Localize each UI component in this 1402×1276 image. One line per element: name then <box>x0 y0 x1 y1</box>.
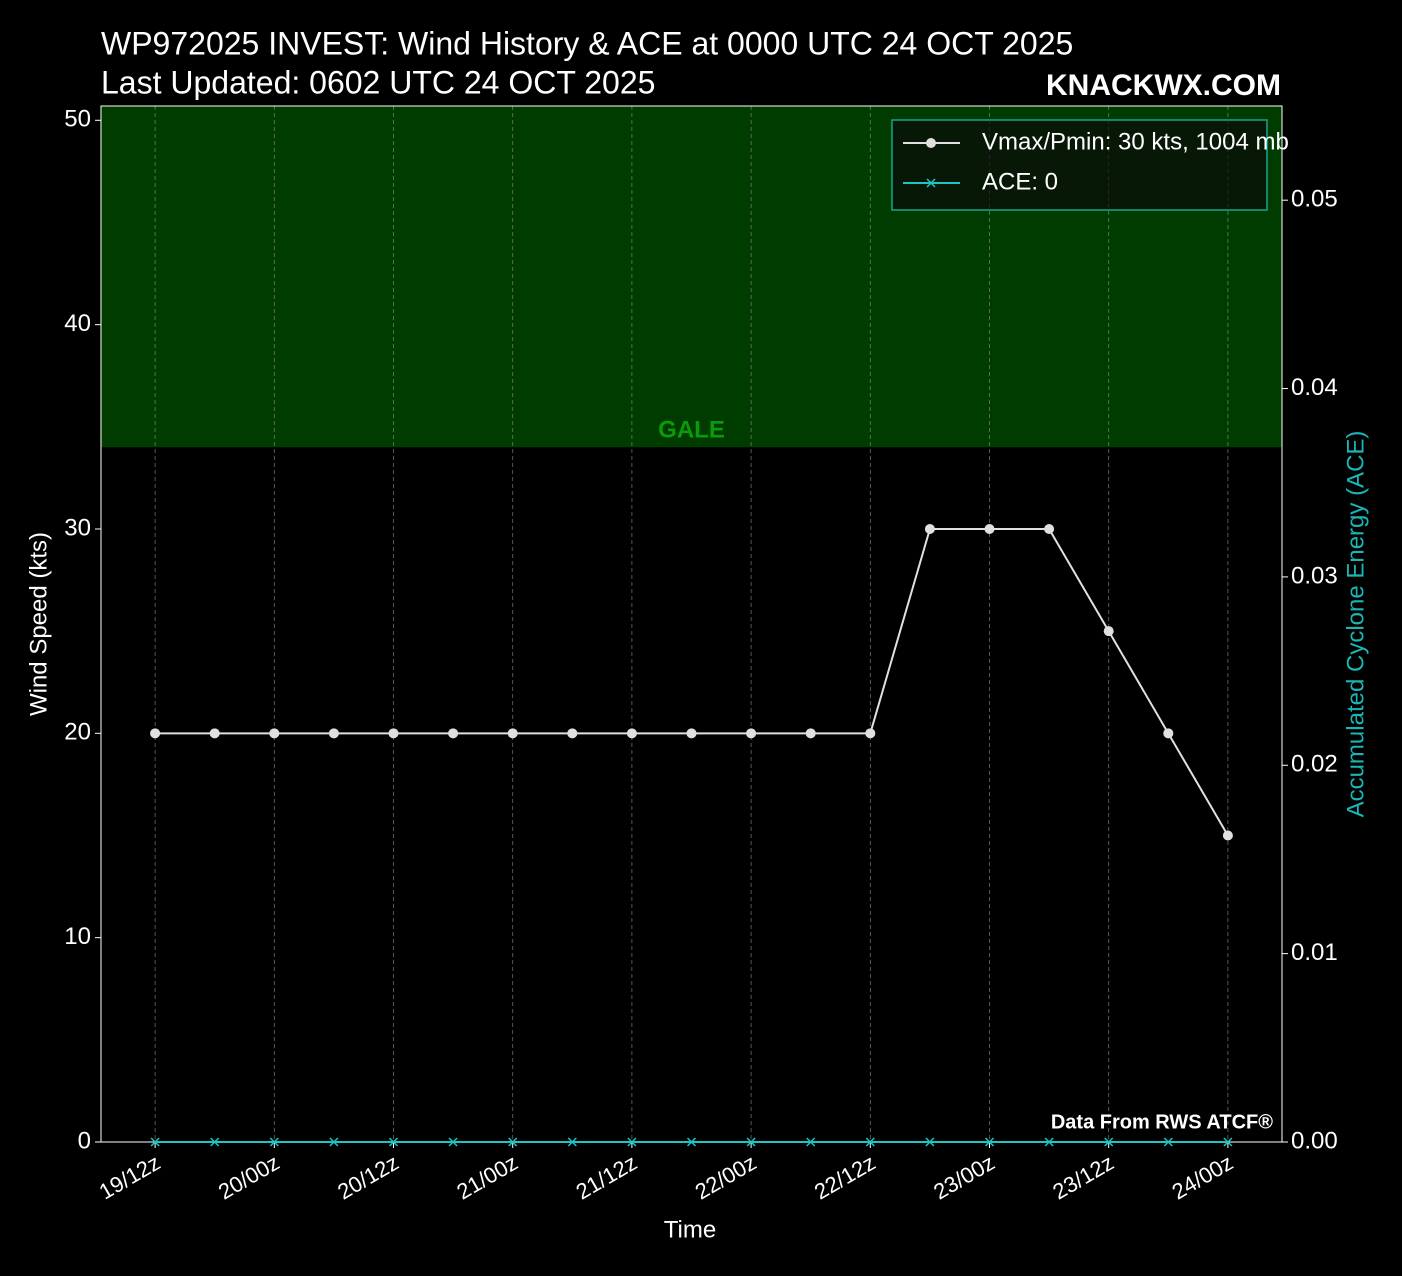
point-marker <box>984 1137 995 1147</box>
point-marker <box>1222 830 1233 841</box>
point-marker <box>448 728 459 739</box>
point-marker <box>1044 523 1055 534</box>
legend-label: ACE: 0 <box>982 168 1058 195</box>
y-axis-label: Wind Speed (kts) <box>25 532 52 716</box>
point-marker <box>150 1137 160 1147</box>
point-marker <box>1163 1137 1173 1147</box>
legend-label: Vmax/Pmin: 30 kts, 1004 mb <box>982 128 1289 155</box>
point-marker <box>567 728 578 739</box>
point-marker <box>209 728 220 739</box>
y-tick-label: 30 <box>64 514 91 541</box>
y2-axis-label: Accumulated Cyclone Energy (ACE) <box>1342 431 1369 818</box>
point-marker <box>627 1137 637 1147</box>
point-marker <box>567 1137 577 1147</box>
point-marker <box>210 1137 220 1147</box>
y-tick-label: 40 <box>64 310 91 337</box>
point-marker <box>924 523 935 534</box>
y-tick-label: 50 <box>64 106 91 133</box>
source-note: Data From RWS ATCF® <box>1051 1111 1273 1133</box>
legend-marker <box>926 178 936 188</box>
point-marker <box>1103 626 1114 637</box>
point-marker <box>507 728 518 739</box>
y2-tick-label: 0.04 <box>1291 374 1338 401</box>
legend-marker <box>926 138 936 148</box>
point-marker <box>806 1137 816 1147</box>
y2-tick-label: 0.03 <box>1291 562 1338 589</box>
point-marker <box>686 1137 697 1147</box>
point-marker <box>150 728 161 739</box>
point-marker <box>1223 1137 1233 1147</box>
chart-title: WP972025 INVEST: Wind History & ACE at 0… <box>101 25 1073 61</box>
legend-box <box>891 119 1268 211</box>
point-marker <box>805 728 816 739</box>
x-axis-label: Time <box>664 1216 716 1243</box>
point-marker <box>626 728 637 739</box>
point-marker <box>388 728 399 739</box>
point-marker <box>925 1137 935 1147</box>
band-label: GALE <box>658 417 725 444</box>
y2-tick-label: 0.01 <box>1291 939 1338 966</box>
point-marker <box>269 728 280 739</box>
y2-tick-label: 0.00 <box>1291 1127 1338 1154</box>
point-marker <box>746 1137 756 1147</box>
point-marker <box>328 728 339 739</box>
y-tick-label: 20 <box>64 719 91 746</box>
point-marker <box>1163 728 1174 739</box>
point-marker <box>686 728 697 739</box>
point-marker <box>508 1137 518 1147</box>
y2-tick-label: 0.05 <box>1291 186 1338 213</box>
point-marker <box>865 728 876 739</box>
y2-tick-label: 0.02 <box>1291 751 1338 778</box>
point-marker <box>388 1137 399 1147</box>
brand: KNACKWX.COM <box>1046 69 1281 102</box>
point-marker <box>1104 1137 1114 1147</box>
point-marker <box>984 523 995 534</box>
point-marker <box>1044 1137 1054 1147</box>
chart-subtitle: Last Updated: 0602 UTC 24 OCT 2025 <box>101 64 655 100</box>
y-tick-label: 10 <box>64 923 91 950</box>
y-tick-label: 0 <box>78 1127 91 1154</box>
point-marker <box>329 1137 339 1147</box>
point-marker <box>448 1137 458 1147</box>
point-marker <box>269 1137 279 1147</box>
point-marker <box>746 728 757 739</box>
point-marker <box>865 1137 875 1147</box>
